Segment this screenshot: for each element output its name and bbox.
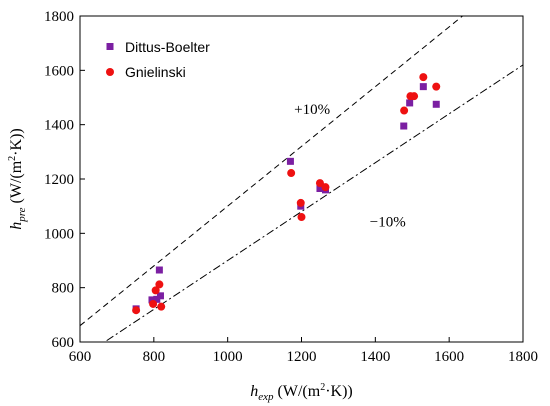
gnielinski-point <box>157 302 166 311</box>
dittus-boelter-point <box>406 99 414 107</box>
line-annotation-label: −10% <box>370 215 406 231</box>
y-tick-label: 1800 <box>44 9 74 25</box>
line-annotation-label: +10% <box>294 102 330 118</box>
gnielinski-point <box>432 82 441 91</box>
dittus-boelter-point <box>148 296 156 304</box>
x-tick-label: 600 <box>69 349 92 365</box>
gnielinski-point <box>287 169 296 178</box>
dittus-boelter-point <box>153 295 161 303</box>
dittus-boelter-point <box>400 122 408 130</box>
dittus-boelter-point <box>156 292 164 300</box>
reference-lines <box>80 16 523 342</box>
x-tick-label: 800 <box>143 349 166 365</box>
y-tick-label: 1000 <box>44 226 74 242</box>
gnielinski-point <box>297 213 306 222</box>
plus-10-percent-line <box>80 16 464 327</box>
x-tick-label: 1200 <box>287 349 317 365</box>
x-axis-label: hexp (W/(m2·K)) <box>250 382 352 403</box>
y-axis-label: hpre (W/(m2·K)) <box>7 128 28 229</box>
gnielinski-point <box>132 306 141 315</box>
gnielinski-point <box>410 92 419 101</box>
x-tick-label: 1400 <box>360 349 390 365</box>
gnielinski-point <box>315 179 324 188</box>
y-tick-label: 600 <box>52 335 75 351</box>
gnielinski-point <box>155 280 164 289</box>
y-tick-label: 1400 <box>44 118 74 134</box>
dittus-boelter-point <box>155 266 163 274</box>
gnielinski-point <box>321 183 330 192</box>
gnielinski-point <box>151 286 160 295</box>
gnielinski-point <box>400 106 409 115</box>
dittus-boelter-point <box>419 83 427 91</box>
gnielinski-point <box>419 73 428 82</box>
line-annotations: +10% −10% <box>294 102 406 231</box>
axis-ticks: 600 800 1000 1200 1400 1600 1800 600 800 1000 1200… <box>44 9 538 365</box>
data-points <box>132 73 441 315</box>
y-tick-label: 800 <box>52 281 75 297</box>
legend-marker-circle <box>106 68 114 76</box>
x-tick-label: 1600 <box>434 349 464 365</box>
legend-label: Gnielinski <box>125 64 186 80</box>
dittus-boelter-point <box>316 185 324 193</box>
legend-marker-square <box>106 43 114 50</box>
dittus-boelter-point <box>432 100 440 108</box>
x-tick-label: 1000 <box>213 349 243 365</box>
y-tick-label: 1600 <box>44 63 74 79</box>
legend: Dittus-Boelter Gnielinski <box>106 39 210 80</box>
dittus-boelter-point <box>286 157 294 165</box>
y-tick-label: 1200 <box>44 172 74 188</box>
x-tick-label: 1800 <box>508 349 538 365</box>
gnielinski-point <box>296 198 305 207</box>
gnielinski-point <box>149 299 158 308</box>
legend-label: Dittus-Boelter <box>125 39 210 55</box>
